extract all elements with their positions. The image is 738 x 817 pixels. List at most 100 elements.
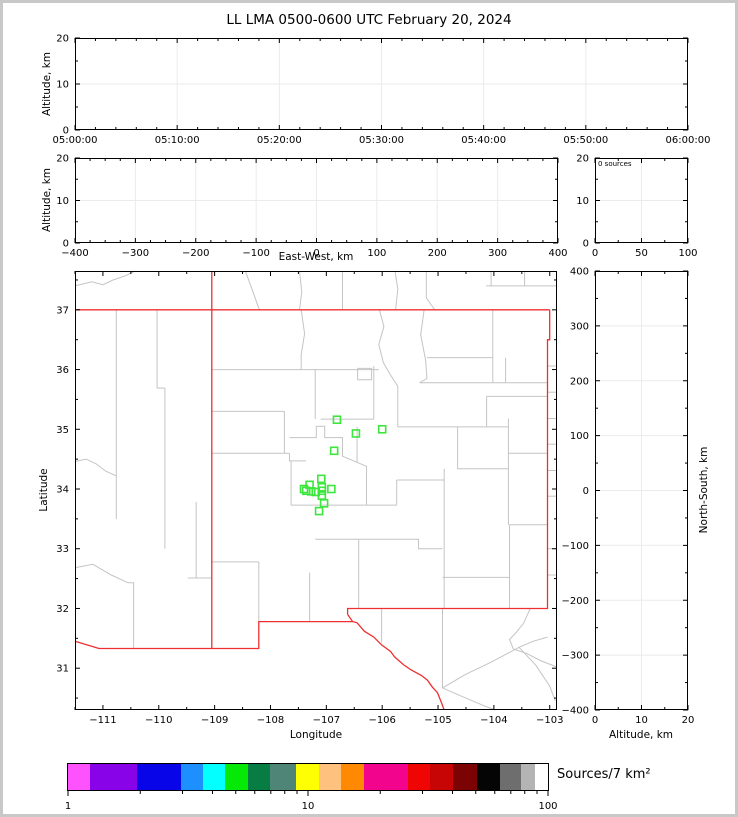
svg-text:400: 400 [570, 267, 589, 278]
svg-text:−103: −103 [536, 715, 563, 726]
svg-text:−108: −108 [257, 715, 284, 726]
svg-text:−110: −110 [145, 715, 172, 726]
colorbar-segment [476, 764, 501, 790]
svg-text:36: 36 [56, 365, 69, 376]
svg-text:10: 10 [635, 715, 648, 726]
lma-station-marker [351, 429, 361, 438]
svg-text:05:30:00: 05:30:00 [359, 135, 404, 146]
colorbar-segment [136, 764, 182, 790]
svg-text:−200: −200 [562, 596, 589, 607]
map-ylabel: Latitude [38, 468, 50, 512]
colorbar-segment [296, 764, 320, 790]
svg-text:33: 33 [56, 544, 69, 555]
colorbar-segment [203, 764, 226, 790]
svg-text:10: 10 [576, 196, 589, 207]
svg-text:05:50:00: 05:50:00 [563, 135, 608, 146]
lma-station-marker [301, 486, 311, 496]
lma-station-marker [317, 474, 326, 484]
colorbar-segment [248, 764, 271, 790]
time-height-panel: 05:00:00 05:10:00 05:20:00 05:30:00 05:40:00… [53, 34, 711, 147]
svg-text:100: 100 [678, 248, 697, 259]
svg-text:05:10:00: 05:10:00 [155, 135, 200, 146]
svg-text:200: 200 [428, 248, 447, 259]
svg-text:−200: −200 [182, 248, 209, 259]
svg-text:100: 100 [538, 801, 557, 812]
svg-text:35: 35 [56, 425, 69, 436]
svg-text:−400: −400 [562, 706, 589, 717]
colorbar: 1 10 100 [65, 763, 558, 812]
svg-text:10: 10 [56, 196, 69, 207]
lma-station-marker [327, 484, 336, 494]
colorbar-segment [430, 764, 454, 790]
svg-text:20: 20 [576, 154, 589, 165]
ew-height-ylabel: Altitude, km [41, 167, 53, 233]
svg-text:20: 20 [56, 154, 69, 165]
svg-text:0: 0 [63, 239, 69, 250]
ns-height-ylabel-right: North-South, km [698, 446, 710, 534]
svg-text:200: 200 [570, 376, 589, 387]
alt-histogram-panel: 0 50 100 0 10 20 [576, 154, 697, 260]
svg-text:50: 50 [635, 248, 648, 259]
colorbar-segment [318, 764, 342, 790]
svg-text:−100: −100 [562, 541, 589, 552]
svg-text:0: 0 [63, 126, 69, 137]
svg-text:05:40:00: 05:40:00 [461, 135, 506, 146]
svg-text:−400: −400 [61, 248, 88, 259]
svg-text:05:20:00: 05:20:00 [257, 135, 302, 146]
colorbar-segment [453, 764, 478, 790]
svg-text:0: 0 [313, 248, 319, 259]
svg-text:05:00:00: 05:00:00 [53, 135, 98, 146]
colorbar-segment [225, 764, 249, 790]
lma-station-marker [332, 415, 342, 425]
svg-text:1: 1 [65, 801, 71, 812]
svg-text:20: 20 [682, 715, 695, 726]
lma-station-marker [306, 487, 316, 496]
lma-station-marker [317, 486, 327, 496]
time-height-ylabel: Altitude, km [41, 51, 53, 117]
colorbar-segment [181, 764, 204, 790]
svg-text:20: 20 [56, 34, 69, 45]
svg-text:0: 0 [592, 248, 598, 259]
svg-text:−109: −109 [201, 715, 228, 726]
svg-text:−100: −100 [242, 248, 269, 259]
svg-text:0: 0 [592, 715, 598, 726]
colorbar-segment [341, 764, 365, 790]
lma-station-marker [319, 499, 329, 508]
colorbar-segment [520, 764, 536, 790]
lma-station-marker [329, 446, 339, 456]
colorbar-segment [68, 764, 91, 790]
colorbar-segment [534, 764, 549, 790]
svg-text:37: 37 [56, 305, 69, 316]
lma-station-marker [377, 424, 387, 434]
lma-station-marker [314, 506, 324, 516]
ns-height-panel: 0 10 20 400 300 200 100 0 −100 −200 −300 −400 [562, 267, 695, 727]
svg-text:06:00:00: 06:00:00 [666, 135, 711, 146]
svg-text:−111: −111 [89, 715, 116, 726]
svg-text:−106: −106 [368, 715, 395, 726]
svg-text:10: 10 [56, 80, 69, 91]
svg-text:100: 100 [570, 431, 589, 442]
ew-height-xlabel: East-West, km [278, 251, 354, 263]
svg-text:0: 0 [583, 239, 589, 250]
plot-title: LL LMA 0500-0600 UTC February 20, 2024 [226, 12, 512, 28]
svg-text:−300: −300 [122, 248, 149, 259]
svg-text:−300: −300 [562, 651, 589, 662]
svg-text:34: 34 [56, 485, 69, 496]
svg-text:400: 400 [548, 248, 567, 259]
colorbar-segment [407, 764, 431, 790]
svg-text:0: 0 [583, 486, 589, 497]
source-count-annotation: 0 sources [598, 160, 632, 168]
svg-text:100: 100 [367, 248, 386, 259]
colorbar-segment [90, 764, 138, 790]
svg-text:300: 300 [488, 248, 507, 259]
ns-height-xlabel: Altitude, km [608, 729, 674, 741]
ew-height-panel: −400 −300 −200 −100 0 100 200 300 400 0 10 20 [56, 154, 567, 260]
svg-text:300: 300 [570, 321, 589, 332]
colorbar-segment [363, 764, 409, 790]
svg-text:32: 32 [56, 604, 69, 615]
map-xlabel: Longitude [289, 729, 343, 741]
colorbar-segment [500, 764, 522, 790]
svg-text:−105: −105 [424, 715, 451, 726]
svg-text:−107: −107 [313, 715, 340, 726]
